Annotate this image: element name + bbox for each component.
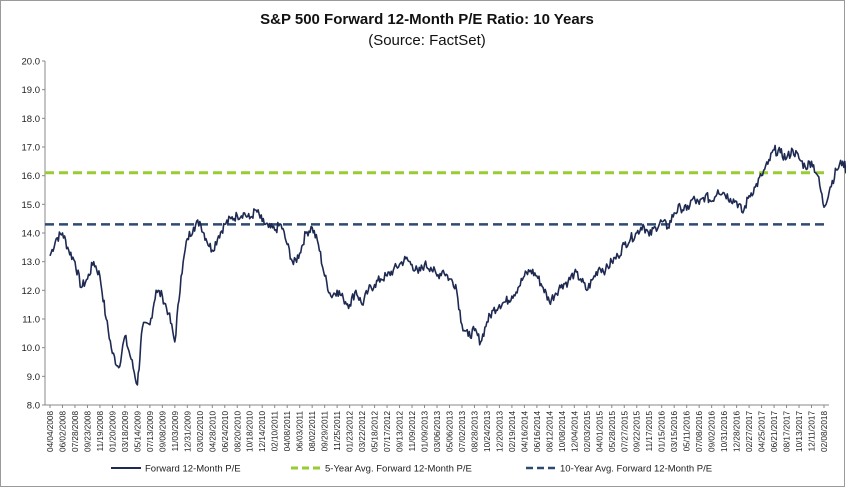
legend-label-5yr-avg: 5-Year Avg. Forward 12-Month P/E xyxy=(325,464,472,475)
x-tick-label: 11/19/2008 xyxy=(96,411,105,452)
x-tick-label: 07/28/2008 xyxy=(71,411,80,452)
x-tick-label: 12/20/2013 xyxy=(495,411,504,452)
x-tick-label: 03/18/2009 xyxy=(121,411,130,452)
x-tick-label: 09/13/2012 xyxy=(396,411,405,452)
x-tick-label: 04/25/2017 xyxy=(758,411,767,452)
x-tick-label: 11/03/2009 xyxy=(171,411,180,452)
x-tick-label: 07/08/2016 xyxy=(695,411,704,452)
x-tick-label: 12/04/2014 xyxy=(570,411,579,452)
y-tick-label: 9.0 xyxy=(27,372,40,383)
x-tick-label: 03/02/2010 xyxy=(196,411,205,452)
x-tick-label: 08/28/2013 xyxy=(470,411,479,452)
plot-area: 8.0 9.0 10.0 11.0 12.0 13.0 14.0 15.0 16.0 17.0 18… xyxy=(22,57,847,452)
x-tick-label: 09/08/2009 xyxy=(158,411,167,452)
x-tick-label: 07/02/2013 xyxy=(458,411,467,452)
x-tick-label: 01/23/2012 xyxy=(346,411,355,452)
x-tick-label: 12/31/2009 xyxy=(183,411,192,452)
x-tick-label: 01/15/2016 xyxy=(658,411,667,452)
y-tick-label: 15.0 xyxy=(22,200,41,211)
x-tick-label: 10/31/2016 xyxy=(720,411,729,452)
y-tick-label: 17.0 xyxy=(22,143,41,154)
x-tick-label: 05/18/2012 xyxy=(371,411,380,452)
x-tick-label: 03/06/2013 xyxy=(433,411,442,452)
x-tick-label: 10/18/2010 xyxy=(246,411,255,452)
y-tick-label: 13.0 xyxy=(22,257,41,268)
x-tick-label: 01/09/2013 xyxy=(421,411,430,452)
y-tick-label: 16.0 xyxy=(22,171,41,182)
series-pe-line xyxy=(49,144,847,386)
x-tick-label: 08/12/2014 xyxy=(545,411,554,452)
x-tick-label: 07/17/2012 xyxy=(383,411,392,452)
x-tick-label: 07/27/2015 xyxy=(620,411,629,452)
x-tick-label: 06/16/2014 xyxy=(533,411,542,452)
y-tick-label: 19.0 xyxy=(22,85,41,96)
x-tick-label: 04/04/2008 xyxy=(46,411,55,452)
legend-label-pe: Forward 12-Month P/E xyxy=(145,464,241,475)
x-tick-label: 08/17/2017 xyxy=(783,411,792,452)
x-tick-label: 05/06/2013 xyxy=(445,411,454,452)
x-tick-label: 03/22/2012 xyxy=(358,411,367,452)
x-tick-label: 02/10/2011 xyxy=(271,411,280,452)
legend-label-10yr-avg: 10-Year Avg. Forward 12-Month P/E xyxy=(560,464,712,475)
x-tick-label: 11/25/2011 xyxy=(333,411,342,451)
x-tick-label: 11/09/2012 xyxy=(408,411,417,452)
x-tick-label: 05/28/2015 xyxy=(608,411,617,452)
y-tick-label: 18.0 xyxy=(22,114,41,125)
x-tick-label: 04/01/2015 xyxy=(595,411,604,452)
x-tick-label: 02/08/2018 xyxy=(820,411,829,452)
x-tick-label: 11/17/2015 xyxy=(645,411,654,452)
chart-title: S&P 500 Forward 12-Month P/E Ratio: 10 Y… xyxy=(260,11,594,28)
x-tick-label: 12/14/2010 xyxy=(258,411,267,452)
x-tick-label: 08/20/2010 xyxy=(233,411,242,452)
x-tick-label: 01/20/2009 xyxy=(108,411,117,452)
y-tick-label: 14.0 xyxy=(22,229,41,240)
x-tick-label: 09/22/2015 xyxy=(633,411,642,452)
x-tick-label: 02/19/2014 xyxy=(508,411,517,452)
x-tick-label: 02/03/2015 xyxy=(583,411,592,452)
y-tick-label: 12.0 xyxy=(22,286,41,297)
y-tick-label: 8.0 xyxy=(27,401,40,412)
x-tick-label: 04/16/2014 xyxy=(520,411,529,452)
x-tick-label: 06/24/2010 xyxy=(221,411,230,452)
x-tick-label: 04/28/2010 xyxy=(208,411,217,452)
y-tick-label: 10.0 xyxy=(22,343,41,354)
y-tick-label: 11.0 xyxy=(22,315,40,326)
x-tick-label: 04/08/2011 xyxy=(283,411,292,452)
chart-subtitle: (Source: FactSet) xyxy=(368,32,486,49)
x-tick-label: 09/23/2008 xyxy=(83,411,92,452)
x-tick-label: 07/13/2009 xyxy=(146,411,155,452)
x-tick-label: 10/08/2014 xyxy=(558,411,567,452)
x-tick-label: 06/03/2011 xyxy=(296,411,305,452)
x-tick-label: 12/11/2017 xyxy=(808,411,817,452)
legend: Forward 12-Month P/E 5-Year Avg. Forward… xyxy=(111,464,712,475)
x-tick-label: 06/21/2017 xyxy=(770,411,779,452)
x-tick-label: 05/11/2016 xyxy=(683,411,692,452)
x-tick-label: 03/15/2016 xyxy=(670,411,679,452)
x-tick-label: 10/13/2017 xyxy=(795,411,804,452)
x-tick-label: 10/24/2013 xyxy=(483,411,492,452)
x-tick-label: 12/28/2016 xyxy=(733,411,742,452)
x-tick-label: 09/02/2016 xyxy=(708,411,717,452)
x-tick-label: 06/02/2008 xyxy=(58,411,67,452)
x-tick-label: 09/29/2011 xyxy=(321,411,330,452)
x-tick-label: 08/02/2011 xyxy=(308,411,317,452)
x-tick-label: 05/14/2009 xyxy=(133,411,142,452)
x-tick-label: 02/27/2017 xyxy=(745,411,754,452)
y-tick-label: 20.0 xyxy=(22,57,41,68)
